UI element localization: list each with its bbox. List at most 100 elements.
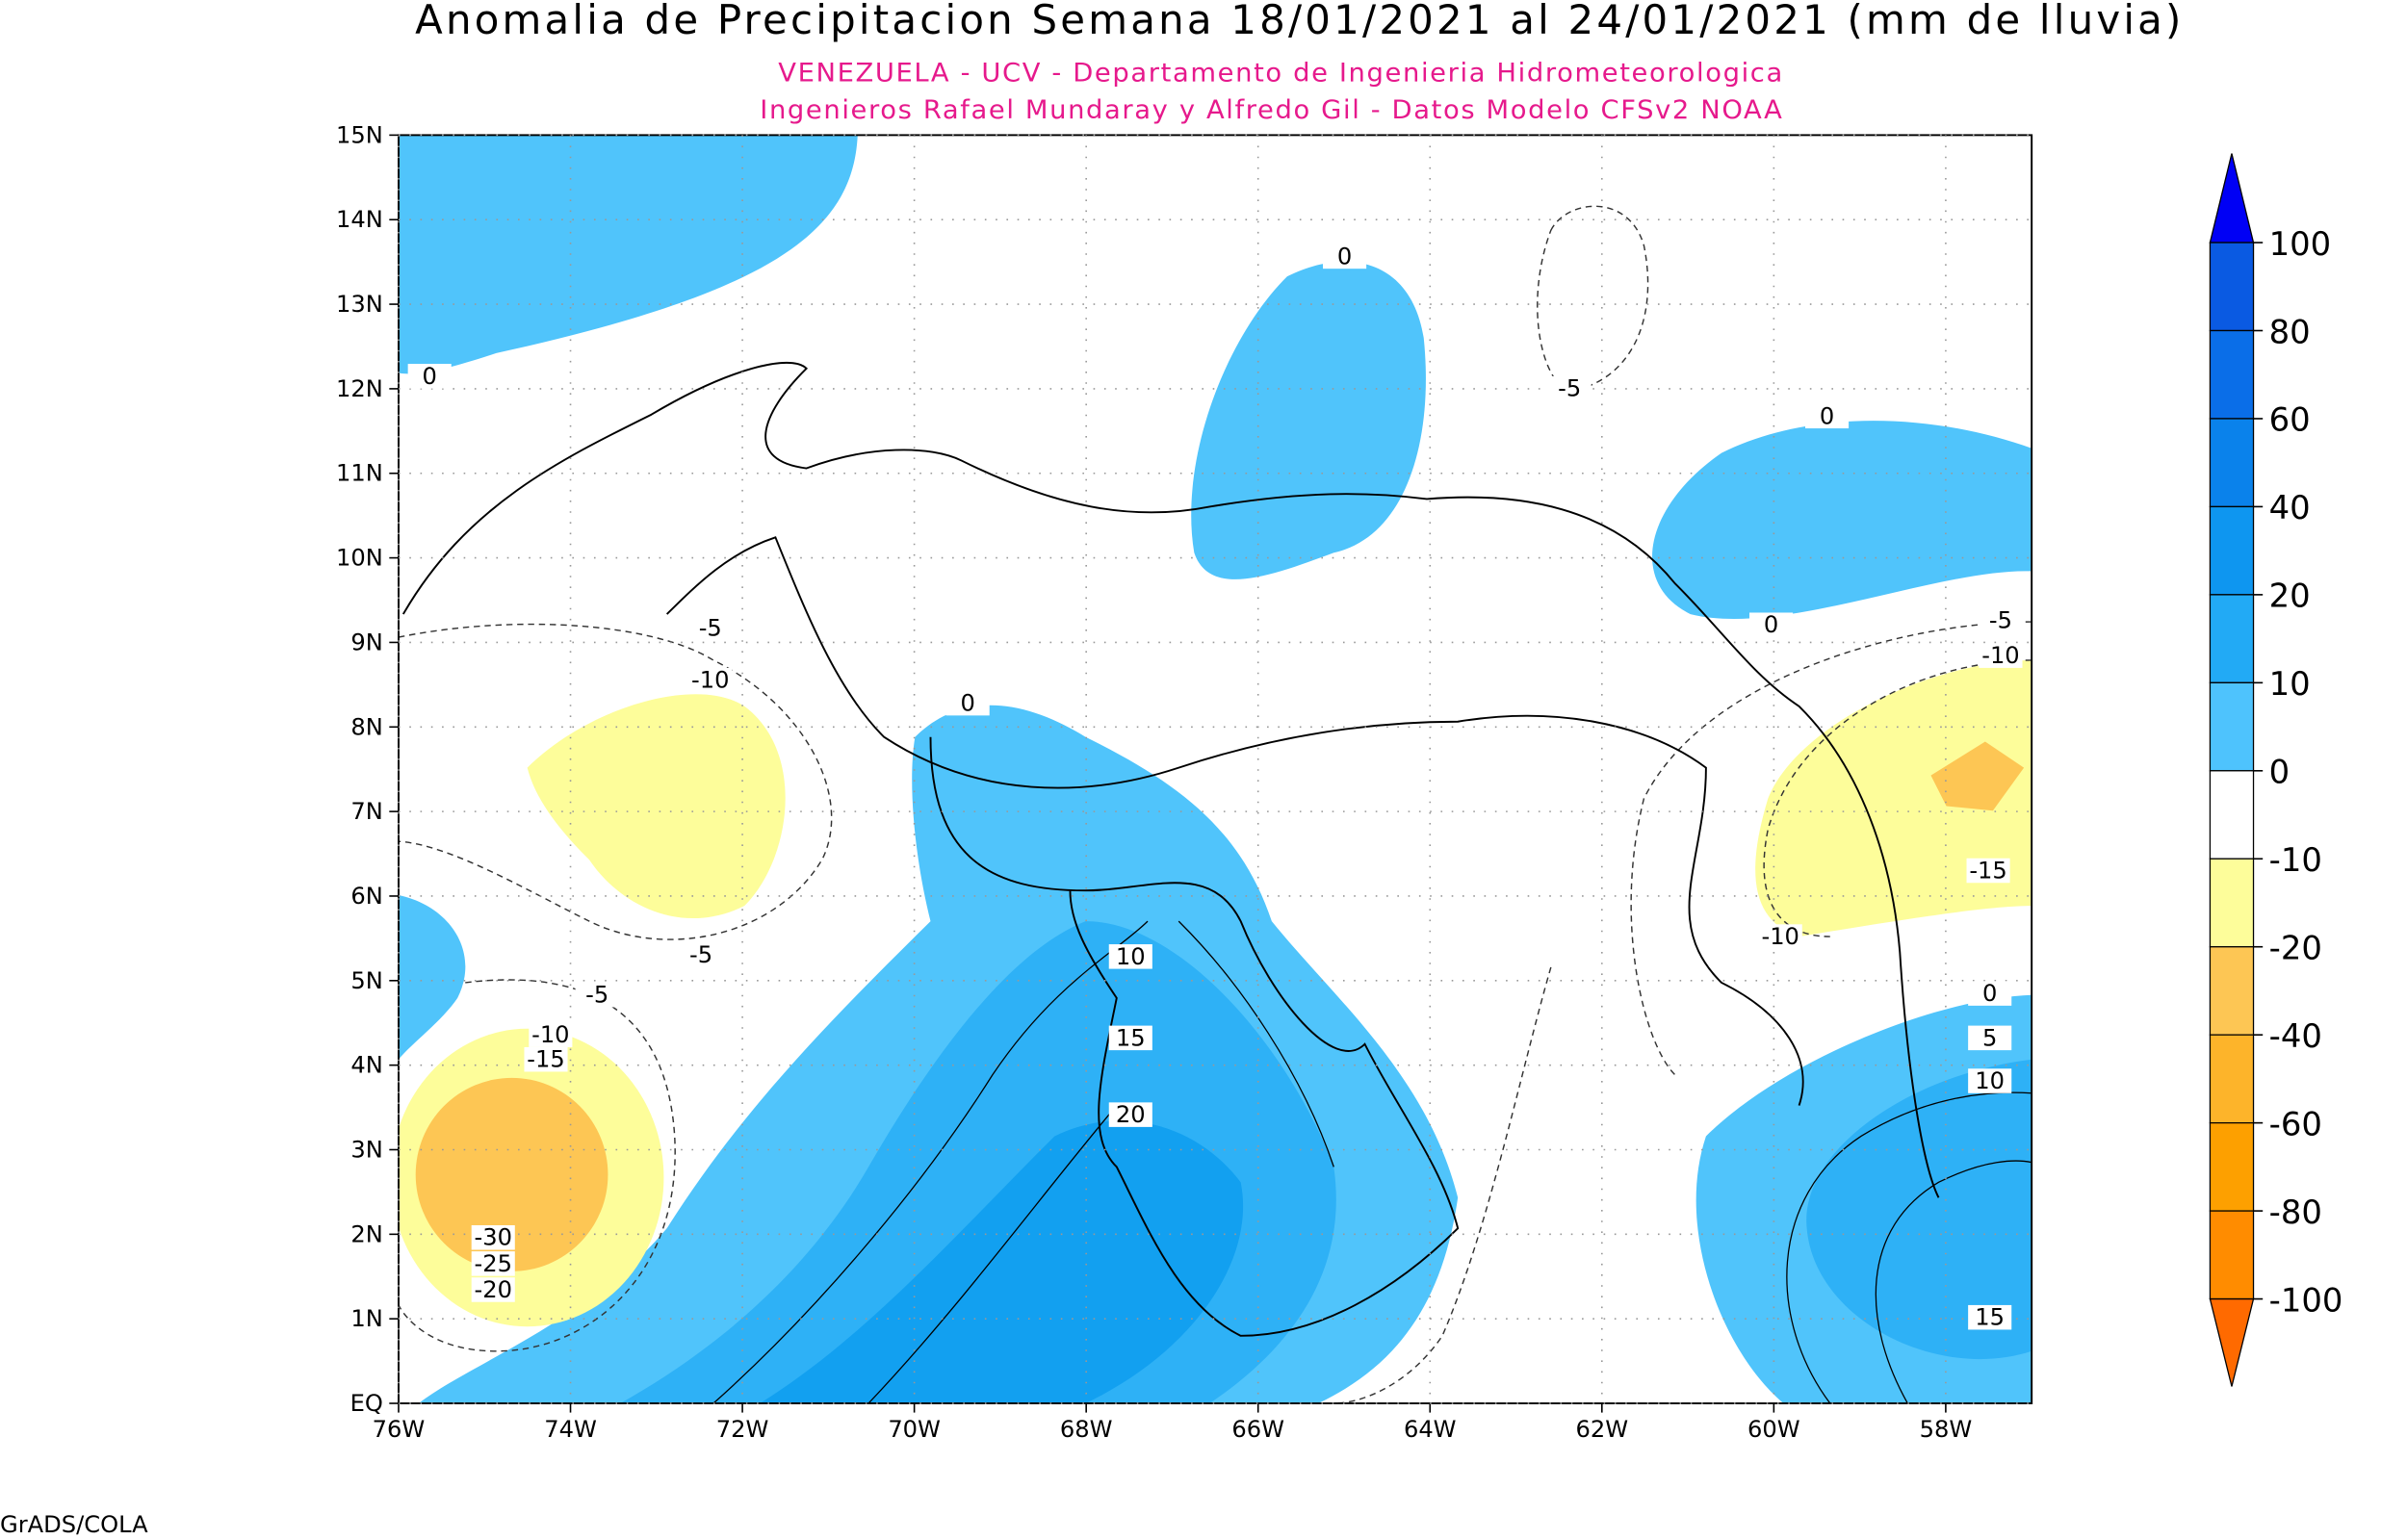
contour-label-bg bbox=[945, 690, 990, 716]
contour-label: -10 bbox=[1981, 642, 2019, 669]
subtitle: VENEZUELA - UCV - Departamento de Ingeni… bbox=[778, 59, 1784, 89]
contour-label: 0 bbox=[1764, 611, 1778, 638]
colorbar-box bbox=[2209, 946, 2255, 1036]
contour-label-bg bbox=[1979, 607, 2023, 633]
contour-label: 0 bbox=[1820, 402, 1834, 429]
colorbar-label: -60 bbox=[2269, 1106, 2322, 1143]
y-tick-label: 4N bbox=[350, 1052, 382, 1079]
subtitle: Ingenieros Rafael Mundaray y Alfredo Gil… bbox=[760, 95, 1783, 125]
contour-label-bg bbox=[1749, 612, 1794, 638]
contour-label: -5 bbox=[1989, 607, 2012, 634]
y-tick-label: 11N bbox=[336, 460, 383, 487]
x-tick-label: 72W bbox=[716, 1416, 769, 1443]
contour-label-bg bbox=[1323, 244, 1367, 270]
footer: GrADS/COLA bbox=[0, 1511, 148, 1538]
y-tick-label: 7N bbox=[350, 798, 382, 825]
contour-label-bg bbox=[1108, 1025, 1152, 1051]
contour-label-bg bbox=[471, 1277, 515, 1302]
shading bbox=[398, 135, 2032, 1404]
contour-label-bg bbox=[471, 1224, 515, 1250]
y-tick-label: 6N bbox=[350, 883, 382, 910]
colorbar-tip bbox=[2209, 153, 2255, 244]
contour-label-bg bbox=[529, 1022, 573, 1047]
y-tick-label: 1N bbox=[350, 1305, 382, 1332]
y-tick-label: 13N bbox=[336, 291, 383, 318]
contour-label: 15 bbox=[1116, 1024, 1146, 1051]
contour-label-bg bbox=[575, 982, 619, 1008]
contour-label: 0 bbox=[423, 363, 437, 390]
x-tick-label: 76W bbox=[373, 1416, 426, 1443]
contour-label: 5 bbox=[1982, 1024, 1997, 1051]
colorbar-label: -40 bbox=[2269, 1017, 2322, 1055]
colorbar-box bbox=[2209, 594, 2255, 683]
contour-label-bg bbox=[1968, 1304, 2012, 1330]
contour-label-bg bbox=[1979, 643, 2023, 668]
y-tick-label: EQ bbox=[350, 1390, 383, 1417]
colorbar-label: 80 bbox=[2269, 313, 2311, 350]
y-tick-label: 14N bbox=[336, 206, 383, 233]
colorbar-box bbox=[2209, 505, 2255, 596]
contour-label-bg bbox=[688, 615, 733, 641]
contour-label-bg bbox=[1966, 858, 2010, 884]
contour-label-bg bbox=[688, 667, 733, 693]
x-tick-label: 70W bbox=[888, 1416, 941, 1443]
colorbar-label: 10 bbox=[2269, 665, 2311, 703]
x-tick-label: 74W bbox=[544, 1416, 597, 1443]
contour-label: 0 bbox=[1982, 980, 1997, 1007]
colorbar-box bbox=[2209, 1121, 2255, 1212]
x-tick-label: 68W bbox=[1060, 1416, 1113, 1443]
y-tick-label: 5N bbox=[350, 967, 382, 994]
colorbar-box bbox=[2209, 681, 2255, 772]
x-tick-label: 58W bbox=[1920, 1416, 1973, 1443]
colorbar-label: 0 bbox=[2269, 754, 2291, 791]
contour-label: 0 bbox=[1337, 243, 1352, 270]
y-tick-label: 2N bbox=[350, 1220, 382, 1247]
contour-label-bg bbox=[524, 1046, 568, 1072]
contour-label-bg bbox=[679, 942, 723, 967]
colorbar-label: 60 bbox=[2269, 401, 2311, 439]
contour-label: 0 bbox=[960, 690, 974, 717]
contour-label: 20 bbox=[1116, 1101, 1146, 1128]
contour-label: -20 bbox=[475, 1276, 512, 1303]
colorbar-label: -20 bbox=[2269, 930, 2322, 967]
contour-label: 15 bbox=[1975, 1304, 2005, 1331]
y-tick-label: 8N bbox=[350, 713, 382, 740]
contour-label-bg bbox=[1805, 403, 1850, 429]
colorbar-box bbox=[2209, 858, 2255, 948]
contour-label: -5 bbox=[689, 941, 712, 968]
colorbar-box bbox=[2209, 242, 2255, 332]
contour-label-bg bbox=[1968, 1025, 2012, 1051]
contour-label-bg bbox=[1758, 924, 1802, 949]
contour-label: -10 bbox=[1761, 923, 1799, 950]
contour-label-bg bbox=[1108, 944, 1152, 969]
colorbar-label: 20 bbox=[2269, 578, 2311, 615]
x-tick-label: 64W bbox=[1404, 1416, 1457, 1443]
colorbar-label: -80 bbox=[2269, 1194, 2322, 1231]
colorbar-label: -100 bbox=[2269, 1281, 2343, 1319]
contour-label: -10 bbox=[691, 667, 729, 694]
colorbar-box bbox=[2209, 1210, 2255, 1300]
colorbar-tip bbox=[2209, 1297, 2255, 1387]
y-tick-label: 15N bbox=[336, 121, 383, 148]
colorbar-box bbox=[2209, 1034, 2255, 1124]
colorbar-box bbox=[2209, 329, 2255, 420]
contour-label: 10 bbox=[1975, 1067, 2005, 1094]
colorbar-box bbox=[2209, 418, 2255, 508]
contour-label: -5 bbox=[699, 615, 722, 642]
contour-label-bg bbox=[1968, 1068, 2012, 1093]
y-tick-label: 9N bbox=[350, 629, 382, 656]
contour-label: -5 bbox=[585, 982, 608, 1009]
colorbar-label: 40 bbox=[2269, 489, 2311, 526]
colorbar-box bbox=[2209, 770, 2255, 860]
y-tick-label: 3N bbox=[350, 1137, 382, 1164]
x-tick-label: 66W bbox=[1231, 1416, 1284, 1443]
colorbar-label: -10 bbox=[2269, 841, 2322, 879]
contour-label-bg bbox=[1547, 375, 1592, 401]
contour-label: -30 bbox=[475, 1224, 512, 1251]
contour-label: -5 bbox=[1558, 375, 1581, 402]
contour-label: -15 bbox=[1969, 858, 2006, 885]
x-tick-label: 62W bbox=[1576, 1416, 1629, 1443]
contour-label-bg bbox=[1968, 981, 2012, 1006]
colorbar-label: 100 bbox=[2269, 225, 2332, 263]
